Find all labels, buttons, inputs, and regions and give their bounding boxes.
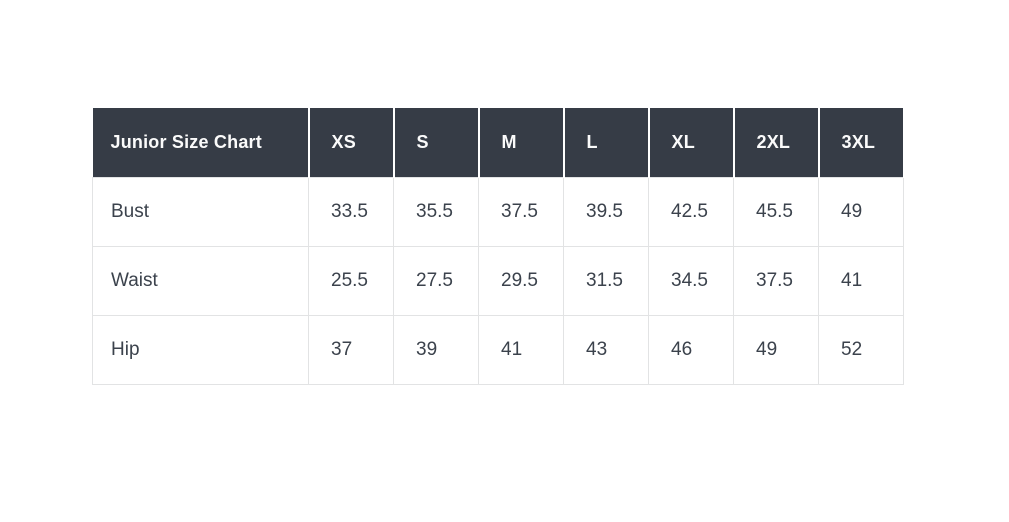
size-value-cell: 37 (308, 315, 394, 385)
junior-size-chart-table: Junior Size Chart XS S M L XL 2XL 3XL Bust 33.5… (92, 108, 905, 385)
size-value-cell: 49 (818, 177, 904, 247)
size-value-cell: 39.5 (563, 177, 649, 247)
size-value-cell: 37.5 (733, 246, 819, 316)
size-value-cell: 45.5 (733, 177, 819, 247)
header-row: Junior Size Chart XS S M L XL 2XL 3XL (92, 108, 905, 178)
size-chart-container: Junior Size Chart XS S M L XL 2XL 3XL Bust 33.5… (92, 108, 905, 385)
size-value-cell: 42.5 (648, 177, 734, 247)
measurement-label-cell: Waist (92, 246, 309, 316)
measurement-label-cell: Hip (92, 315, 309, 385)
size-value-cell: 43 (563, 315, 649, 385)
size-value-cell: 41 (818, 246, 904, 316)
size-column-header: XS (308, 108, 395, 178)
size-value-cell: 31.5 (563, 246, 649, 316)
table-head: Junior Size Chart XS S M L XL 2XL 3XL (92, 108, 905, 178)
table-row: Bust 33.5 35.5 37.5 39.5 42.5 45.5 49 (92, 177, 904, 247)
table-title-cell: Junior Size Chart (92, 108, 310, 178)
size-column-header: L (563, 108, 650, 178)
size-value-cell: 49 (733, 315, 819, 385)
size-value-cell: 25.5 (308, 246, 394, 316)
measurement-label-cell: Bust (92, 177, 309, 247)
size-value-cell: 35.5 (393, 177, 479, 247)
table-row: Waist 25.5 27.5 29.5 31.5 34.5 37.5 41 (92, 246, 904, 316)
table-row: Hip 37 39 41 43 46 49 52 (92, 315, 904, 385)
size-value-cell: 37.5 (478, 177, 564, 247)
table-body: Bust 33.5 35.5 37.5 39.5 42.5 45.5 49 Waist 25.5 2… (92, 177, 904, 385)
size-column-header: XL (648, 108, 735, 178)
size-value-cell: 41 (478, 315, 564, 385)
size-value-cell: 29.5 (478, 246, 564, 316)
size-value-cell: 39 (393, 315, 479, 385)
size-value-cell: 33.5 (308, 177, 394, 247)
size-column-header: S (393, 108, 480, 178)
size-value-cell: 34.5 (648, 246, 734, 316)
size-column-header: 3XL (818, 108, 905, 178)
size-value-cell: 27.5 (393, 246, 479, 316)
size-value-cell: 52 (818, 315, 904, 385)
size-column-header: 2XL (733, 108, 820, 178)
size-value-cell: 46 (648, 315, 734, 385)
size-column-header: M (478, 108, 565, 178)
